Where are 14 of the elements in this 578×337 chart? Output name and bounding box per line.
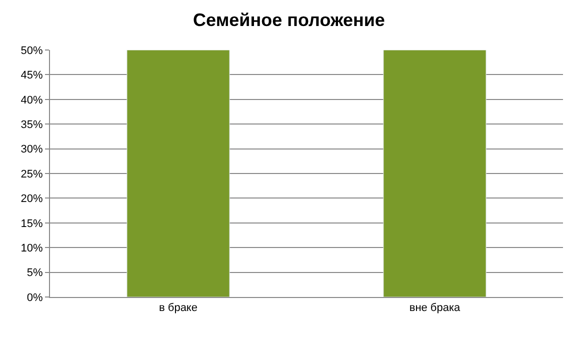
x-tick-label: в браке [159, 302, 198, 314]
y-tick-label: 30% [20, 144, 44, 156]
chart-title: Семейное положение [193, 10, 385, 30]
y-tick-label: 40% [20, 94, 44, 106]
x-tick-label: вне брака [409, 302, 462, 314]
y-tick-label: 0% [26, 292, 44, 304]
y-tick-label: 35% [20, 118, 44, 131]
y-tick-label: 45% [20, 70, 44, 82]
y-tick-label: 50% [20, 44, 44, 57]
y-tick-label: 10% [20, 242, 44, 254]
y-tick-label: 25% [20, 168, 44, 180]
y-tick-label: 20% [20, 193, 44, 206]
y-tick-label: 5% [26, 267, 44, 280]
y-tick-label: 15% [20, 218, 44, 230]
